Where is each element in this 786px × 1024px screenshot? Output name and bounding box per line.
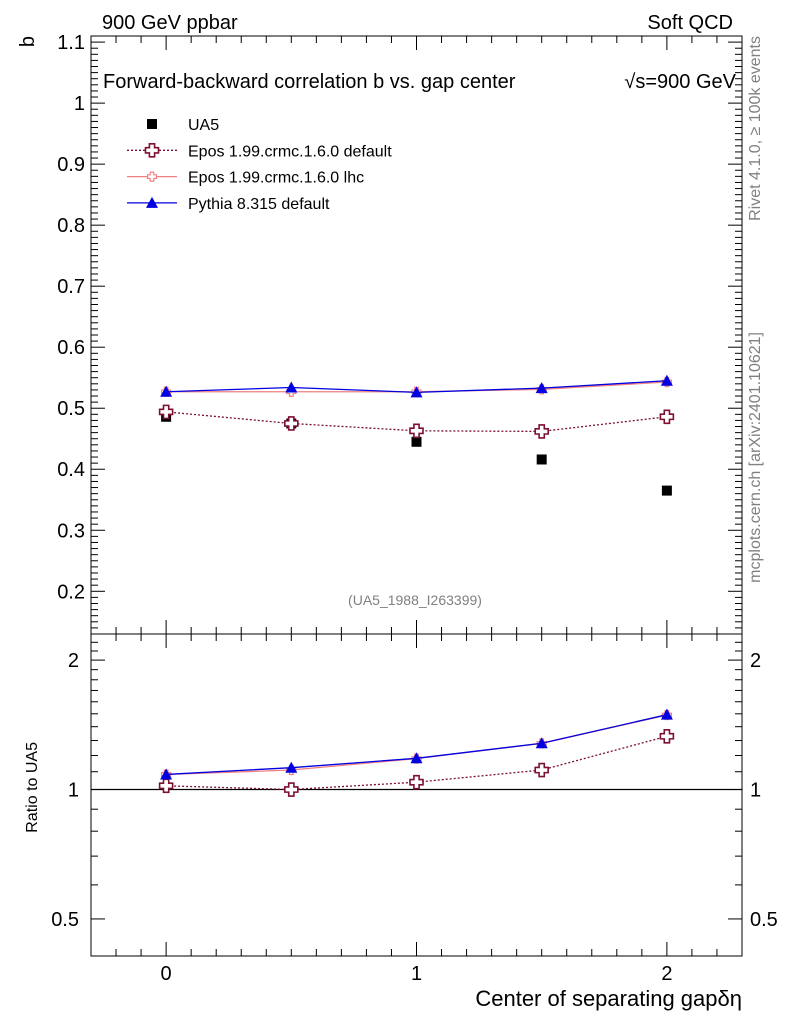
data-point-ua5 [411,436,422,447]
y-tick-label: 1.1 [57,32,85,54]
legend-marker-epos-1-99-crmc-1-6-0-default [144,143,160,158]
ratio-tick-label-right: 1 [750,780,761,802]
ratio-line-pythia-8-315-default [166,714,668,776]
ratio-point-epos-1-99-crmc-1-6-0-default [534,762,549,778]
legend-label-epos-1-99-crmc-1-6-0-lhc: Epos 1.99.crmc.1.6.0 lhc [188,170,364,187]
axis-ticks: 0.2 0.3 0.4 0.5 0.6 0.7 0.8 0.9 1 1.1 0.5 0.5 1 1 2 2 0 1… [51,32,778,985]
rivet-label: Rivet 4.1.0, ≥ 100k events [747,36,764,221]
mcplots-label: mcplots.cern.ch [arXiv:2401.10621] [747,332,764,583]
x-tick-label: 2 [661,963,672,985]
x-axis-label: Center of separating gapδη [475,986,742,1011]
ratio-point-pythia-8-315-default [160,768,173,780]
legend-marker-ua5 [147,119,157,129]
y-tick-label: 0.8 [57,215,85,237]
y-tick-label: 0.9 [57,154,85,176]
ratio-point-epos-1-99-crmc-1-6-0-default [409,774,424,790]
ratio-tick-label-right: 2 [750,650,761,672]
legend-label-pythia-8-315-default: Pythia 8.315 default [188,196,330,213]
x-tick-label: 1 [411,963,422,985]
data-point-pythia-8-315-default [285,381,298,393]
ratio-line-epos-1-99-crmc-1-6-0-lhc [166,714,668,776]
chart-title: Forward-backward correlation b vs. gap c… [103,71,516,93]
y-tick-label: 0.2 [57,581,85,603]
header-left: 900 GeV ppbar [102,12,238,34]
ratio-point-epos-1-99-crmc-1-6-0-default [659,728,675,744]
data-point-ua5 [661,485,672,496]
data-point-epos-1-99-crmc-1-6-0-default [409,423,424,439]
ratio-tick-label: 1 [68,780,79,802]
series-layer [158,374,675,797]
data-point-epos-1-99-crmc-1-6-0-default [158,404,174,420]
ratio-tick-label-right: 0.5 [750,909,778,931]
y-tick-label: 1 [74,93,85,115]
legend-label-epos-1-99-crmc-1-6-0-default: Epos 1.99.crmc.1.6.0 default [188,143,392,160]
data-point-pythia-8-315-default [160,385,173,397]
y-axis-label: b [17,36,39,47]
legend: UA5 Epos 1.99.crmc.1.6.0 default Epos 1.99… [127,117,392,213]
legend-marker-pythia-8-315-default [146,196,158,208]
legend-label-ua5: UA5 [188,117,219,134]
legend-marker-epos-1-99-crmc-1-6-0-lhc [146,171,158,182]
reference-label: (UA5_1988_I263399) [348,592,482,608]
ratio-tick-label: 0.5 [51,909,79,931]
x-tick-label: 0 [161,963,172,985]
ratio-point-epos-1-99-crmc-1-6-0-default [158,778,174,794]
ratio-axis-label: Ratio to UA5 [24,742,41,833]
ratio-panel-frame [90,633,743,957]
ratio-point-pythia-8-315-default [285,761,298,773]
data-point-epos-1-99-crmc-1-6-0-default [534,424,549,439]
data-point-epos-1-99-crmc-1-6-0-default [659,409,675,425]
ratio-point-pythia-8-315-default [660,708,673,720]
y-tick-label: 0.5 [57,398,85,420]
header-right: Soft QCD [647,12,733,34]
data-point-pythia-8-315-default [660,374,673,386]
y-tick-label: 0.6 [57,337,85,359]
ratio-point-pythia-8-315-default [410,752,423,764]
y-tick-label: 0.3 [57,520,85,542]
data-point-ua5 [536,454,547,465]
data-point-epos-1-99-crmc-1-6-0-default [284,416,299,431]
data-point-pythia-8-315-default [535,382,548,394]
data-point-pythia-8-315-default [410,386,423,398]
ratio-point-epos-1-99-crmc-1-6-0-default [284,782,299,797]
chart-energy: √s=900 GeV [624,71,736,93]
y-tick-label: 0.7 [57,276,85,298]
y-tick-label: 0.4 [57,459,85,481]
ratio-tick-label: 2 [68,650,79,672]
ratio-point-pythia-8-315-default [535,737,548,749]
